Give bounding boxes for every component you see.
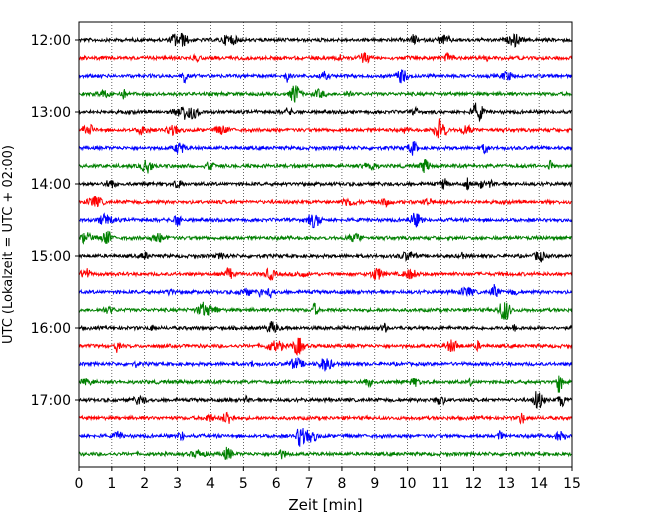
seismic-trace <box>78 118 573 139</box>
y-tick-label: 13:00 <box>31 105 71 121</box>
seismic-trace <box>78 356 573 372</box>
y-axis-label: UTC (Lokalzeit = UTC + 02:00) <box>1 145 16 344</box>
seismic-trace <box>78 301 573 320</box>
seismic-trace <box>78 230 573 245</box>
x-tick-label: 4 <box>206 476 215 492</box>
seismic-trace <box>78 411 573 425</box>
seismic-trace <box>78 251 573 263</box>
x-tick-label: 11 <box>432 476 450 492</box>
seismic-trace <box>78 159 573 174</box>
y-tick-label: 12:00 <box>31 33 71 49</box>
x-tick-label: 1 <box>107 476 116 492</box>
x-tick-label: 5 <box>239 476 248 492</box>
y-tick-label: 14:00 <box>31 177 71 193</box>
x-tick-label: 15 <box>563 476 581 492</box>
x-tick-label: 7 <box>305 476 314 492</box>
vertical-grid <box>111 22 540 467</box>
seismic-trace <box>78 212 573 229</box>
x-tick-label: 12 <box>464 476 482 492</box>
x-tick-label: 9 <box>370 476 379 492</box>
seismic-trace <box>78 446 573 460</box>
seismic-trace <box>78 51 573 64</box>
x-tick-label: 8 <box>337 476 346 492</box>
seismic-trace <box>78 85 573 103</box>
seismic-trace <box>78 320 573 333</box>
x-tick-label: 14 <box>530 476 548 492</box>
seismic-trace <box>78 140 573 156</box>
seismic-trace <box>78 391 573 409</box>
x-tick-label: 3 <box>173 476 182 492</box>
plot-frame <box>78 21 573 468</box>
y-tick-label: 17:00 <box>31 393 71 409</box>
seismic-trace <box>78 267 573 281</box>
y-tick-label: 15:00 <box>31 249 71 265</box>
y-axis-ticks: 12:00 13:00 14:00 15:00 16:00 17:00 <box>31 33 79 409</box>
seismic-trace <box>78 337 573 356</box>
seismic-trace <box>78 102 573 123</box>
seismic-trace <box>78 177 573 191</box>
seismic-traces <box>78 32 573 460</box>
x-tick-label: 13 <box>497 476 515 492</box>
y-tick-label: 16:00 <box>31 321 71 337</box>
x-tick-label: 2 <box>140 476 149 492</box>
seismic-trace <box>78 32 573 48</box>
x-axis-label: Zeit [min] <box>288 496 362 514</box>
seismic-trace <box>78 427 573 447</box>
x-axis-ticks: 0 1 2 3 4 5 6 7 8 9 10 11 12 13 14 15 <box>75 467 581 492</box>
seismic-trace <box>78 283 573 299</box>
seismic-trace <box>78 195 573 209</box>
seismic-trace <box>78 375 573 393</box>
seismic-trace <box>78 69 573 84</box>
x-tick-label: 10 <box>399 476 417 492</box>
x-tick-label: 6 <box>272 476 281 492</box>
x-tick-label: 0 <box>75 476 84 492</box>
